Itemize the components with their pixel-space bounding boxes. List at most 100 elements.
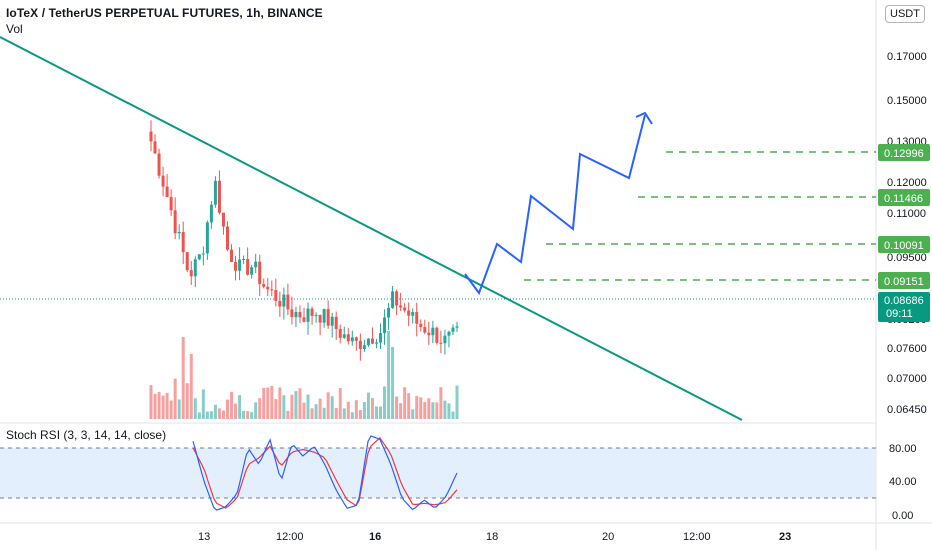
candle-body [310,308,314,316]
volume-bar [185,383,189,419]
volume-bar [274,399,278,419]
candle-body [149,131,153,142]
time-tick: 18 [486,531,498,543]
candle-body [173,210,177,234]
candle-body [262,284,266,287]
volume-bar [157,391,161,419]
volume-bar [407,393,411,419]
volume-bar [197,412,201,419]
candle-body [435,327,439,343]
volume-bar [415,395,419,419]
volume-bar [262,387,266,419]
volume-bar [435,402,439,419]
candle-body [302,317,306,322]
volume-bar [258,398,262,419]
candle-body [250,267,254,275]
candle-body [451,327,455,332]
rsi-tick: 40.00 [889,476,917,488]
volume-bar [342,408,346,419]
candle-body [282,294,286,307]
rsi-tick: 80.00 [889,443,917,455]
candle-body [399,305,403,308]
volume-bar [366,392,370,419]
volume-bar [419,397,423,419]
candle-body [419,323,423,328]
candle-body [379,333,382,343]
candle-body [157,153,161,176]
currency-button[interactable]: USDT [885,5,925,23]
volume-bar [439,387,443,419]
volume-bar [451,411,455,419]
volume-bar [169,400,173,419]
volume-bar [310,408,314,419]
candle-body [395,291,399,306]
volume-bar [217,408,221,419]
candle-body [318,314,322,323]
target-badge [878,189,930,206]
volume-bar [455,385,459,419]
volume-bar [374,406,378,419]
volume-bar [254,402,258,419]
candle-body [326,309,330,326]
candle-body [197,254,201,260]
candle-body [165,186,169,198]
candle-body [346,334,350,342]
candle-body [153,141,157,154]
volume-bar [234,403,238,419]
target-levels [524,151,876,281]
candle-body [366,338,370,346]
stoch-rsi-lines [192,435,458,511]
price-tick: 0.15000 [887,95,927,107]
candle-body [209,204,213,223]
volume-bar [423,402,427,419]
volume-bar [165,392,169,419]
volume-bar [350,412,354,419]
candle-body [181,231,185,253]
volume-bar [370,397,374,419]
candle-body [177,231,181,234]
candle-body [290,309,294,318]
candle-body [193,259,197,277]
volume-bar [411,409,415,419]
volume-bar [447,403,451,419]
volume-bar [205,411,209,419]
volume-bar [177,399,181,419]
target-badge [878,272,930,289]
currency-label: USDT [890,8,920,20]
candle-body [370,338,374,344]
candle-body [217,180,221,213]
candle-body [387,307,391,318]
candles [149,120,459,361]
candle-body [431,327,435,336]
volume-bar [322,407,326,419]
volume-bar [383,386,387,419]
volume-bar [153,393,157,419]
countdown-label: 09:11 [886,308,913,320]
volume-bar [250,412,254,419]
volume-bar [282,395,286,419]
candle-body [338,329,342,338]
volume-bar [302,402,306,419]
candle-body [294,312,298,318]
volume-bar [246,411,250,419]
time-tick: 12:00 [276,531,304,543]
price-tick: 0.07600 [887,343,927,355]
target-badge [878,144,930,161]
trendline[interactable] [0,36,743,421]
candle-body [270,289,274,291]
volume-bar [238,395,242,419]
candle-body [411,312,415,316]
candle-body [314,314,318,316]
volume-bar [221,410,225,419]
volume-bar [298,388,302,419]
candle-body [205,222,209,254]
volume-bar [391,347,395,419]
volume-bar [173,378,177,419]
projection-path[interactable] [464,114,646,296]
price-tick: 0.09500 [887,252,927,264]
candle-body [354,337,358,341]
candle-body [234,262,238,271]
candle-body [334,316,338,330]
rsi-tick: 0.00 [892,510,913,522]
